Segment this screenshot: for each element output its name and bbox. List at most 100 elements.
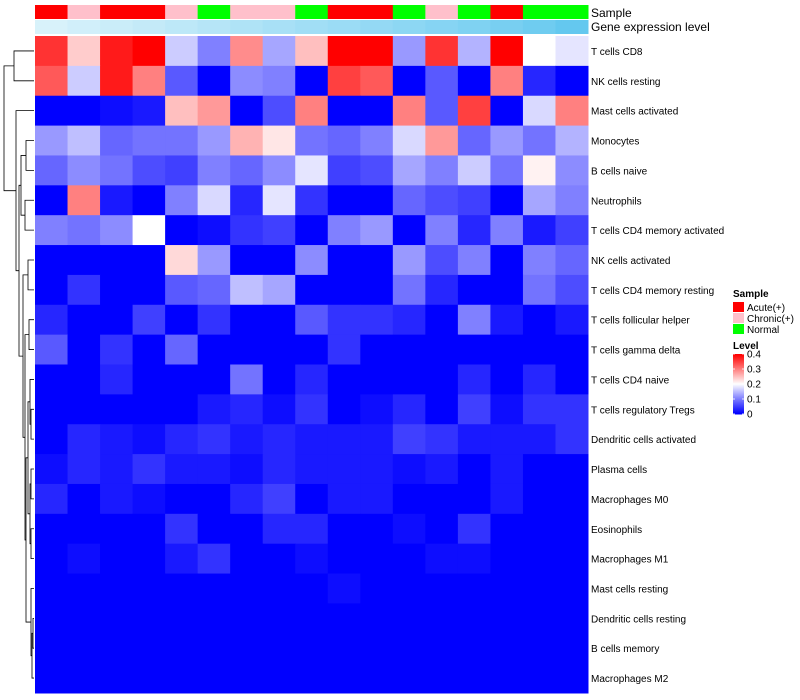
legend-sample-title: Sample <box>733 289 769 300</box>
legend-colorbar-segment <box>733 401 744 403</box>
heatmap-cell <box>100 215 134 246</box>
expression-annotation-cell <box>457 20 491 34</box>
expression-annotation-cell <box>100 20 134 34</box>
heatmap-cell <box>262 573 296 604</box>
expression-annotation-cell <box>35 20 69 34</box>
heatmap-cell <box>262 513 296 545</box>
heatmap-cell <box>392 155 426 186</box>
heatmap-cell <box>35 304 69 336</box>
sample-annotation-cell <box>165 5 199 19</box>
legend-colorbar-segment <box>733 384 744 386</box>
heatmap-cell <box>360 454 394 485</box>
heatmap-cell <box>555 633 589 664</box>
heatmap-cell <box>197 573 231 604</box>
legend-colorbar-segment <box>733 394 744 396</box>
heatmap-cell <box>457 215 491 246</box>
heatmap-cell <box>555 95 589 127</box>
heatmap-cell <box>197 245 231 276</box>
legend-colorbar-segment <box>733 358 744 360</box>
legend-level-title: Level <box>733 341 759 352</box>
heatmap-cell <box>230 334 264 365</box>
heatmap-cell <box>100 65 134 97</box>
sample-annotation-cell <box>327 5 361 19</box>
heatmap-cell <box>197 125 231 156</box>
legend-colorbar-segment <box>733 402 744 404</box>
heatmap-cell <box>360 245 394 276</box>
heatmap-cell <box>295 215 329 246</box>
heatmap-cell <box>360 573 394 604</box>
heatmap-cell <box>100 185 134 216</box>
heatmap-cell <box>522 513 556 545</box>
legend-entry-label: Normal <box>747 325 779 336</box>
heatmap-cell <box>425 364 459 395</box>
dendrogram-branch <box>13 50 34 82</box>
heatmap-cell <box>360 364 394 395</box>
heatmap-cell <box>425 633 459 664</box>
heatmap-cell <box>230 36 264 67</box>
heatmap-cell <box>392 573 426 604</box>
row-label: Macrophages M0 <box>591 495 669 506</box>
heatmap-cell <box>327 36 361 67</box>
heatmap-cell <box>230 185 264 216</box>
legend-colorbar-segment <box>733 389 744 391</box>
heatmap-cell <box>522 633 556 664</box>
heatmap-cell <box>360 394 394 425</box>
heatmap-cell <box>360 274 394 306</box>
heatmap-cell <box>425 215 459 246</box>
heatmap-cell <box>100 454 134 485</box>
heatmap-cell <box>197 454 231 485</box>
heatmap-cell <box>360 663 394 694</box>
heatmap-cell <box>262 155 296 186</box>
heatmap-cell <box>35 364 69 395</box>
heatmap-cell <box>490 334 524 365</box>
legend-colorbar-segment <box>733 379 744 381</box>
heatmap-cell <box>262 304 296 336</box>
heatmap-cell <box>327 245 361 276</box>
heatmap-cell <box>197 663 231 694</box>
heatmap-cell <box>327 185 361 216</box>
heatmap-cell <box>165 274 199 306</box>
legend-colorbar-segment <box>733 412 744 414</box>
heatmap-cell <box>100 513 134 545</box>
annotation-label-sample: Sample <box>591 6 632 20</box>
heatmap-cell <box>360 125 394 156</box>
legend-colorbar-segment <box>733 354 744 356</box>
row-label: T cells CD8 <box>591 47 643 58</box>
dendrogram-branch <box>25 140 34 171</box>
legend-swatch <box>733 313 744 323</box>
annotation-label-expression: Gene expression level <box>591 20 710 34</box>
sample-annotation-cell <box>230 5 264 19</box>
heatmap-cell <box>230 543 264 575</box>
legend-colorbar-segment <box>733 365 744 367</box>
heatmap-cell <box>165 334 199 365</box>
sample-annotation-cell <box>360 5 394 19</box>
heatmap-cell <box>197 483 231 515</box>
legend-colorbar-segment <box>733 408 744 410</box>
heatmap-cell <box>100 543 134 575</box>
heatmap-cell <box>327 603 361 634</box>
heatmap-cell <box>295 364 329 395</box>
heatmap-cell <box>327 155 361 186</box>
heatmap-cell <box>165 95 199 127</box>
heatmap-cell <box>490 513 524 545</box>
heatmap-cell <box>132 125 166 156</box>
heatmap-cell <box>67 304 101 336</box>
heatmap-cell <box>327 424 361 455</box>
heatmap-cell <box>457 245 491 276</box>
heatmap-cell <box>67 274 101 306</box>
legend-colorbar-segment <box>733 407 744 409</box>
heatmap-cell <box>555 483 589 515</box>
heatmap-cell <box>360 483 394 515</box>
row-label: Monocytes <box>591 137 639 148</box>
heatmap-cell <box>165 155 199 186</box>
heatmap-cell <box>360 304 394 336</box>
heatmap-cell <box>425 334 459 365</box>
heatmap-cell <box>425 36 459 67</box>
heatmap-cell <box>425 543 459 575</box>
legend-colorbar-segment <box>733 382 744 384</box>
legend-colorbar-segment <box>733 359 744 361</box>
row-label: Neutrophils <box>591 196 642 207</box>
heatmap-cell <box>522 454 556 485</box>
legend-colorbar-segment <box>733 364 744 366</box>
